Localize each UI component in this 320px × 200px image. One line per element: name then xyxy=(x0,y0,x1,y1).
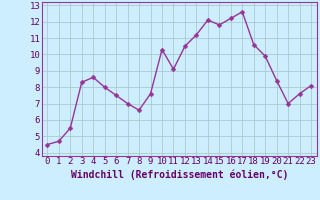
X-axis label: Windchill (Refroidissement éolien,°C): Windchill (Refroidissement éolien,°C) xyxy=(70,169,288,180)
